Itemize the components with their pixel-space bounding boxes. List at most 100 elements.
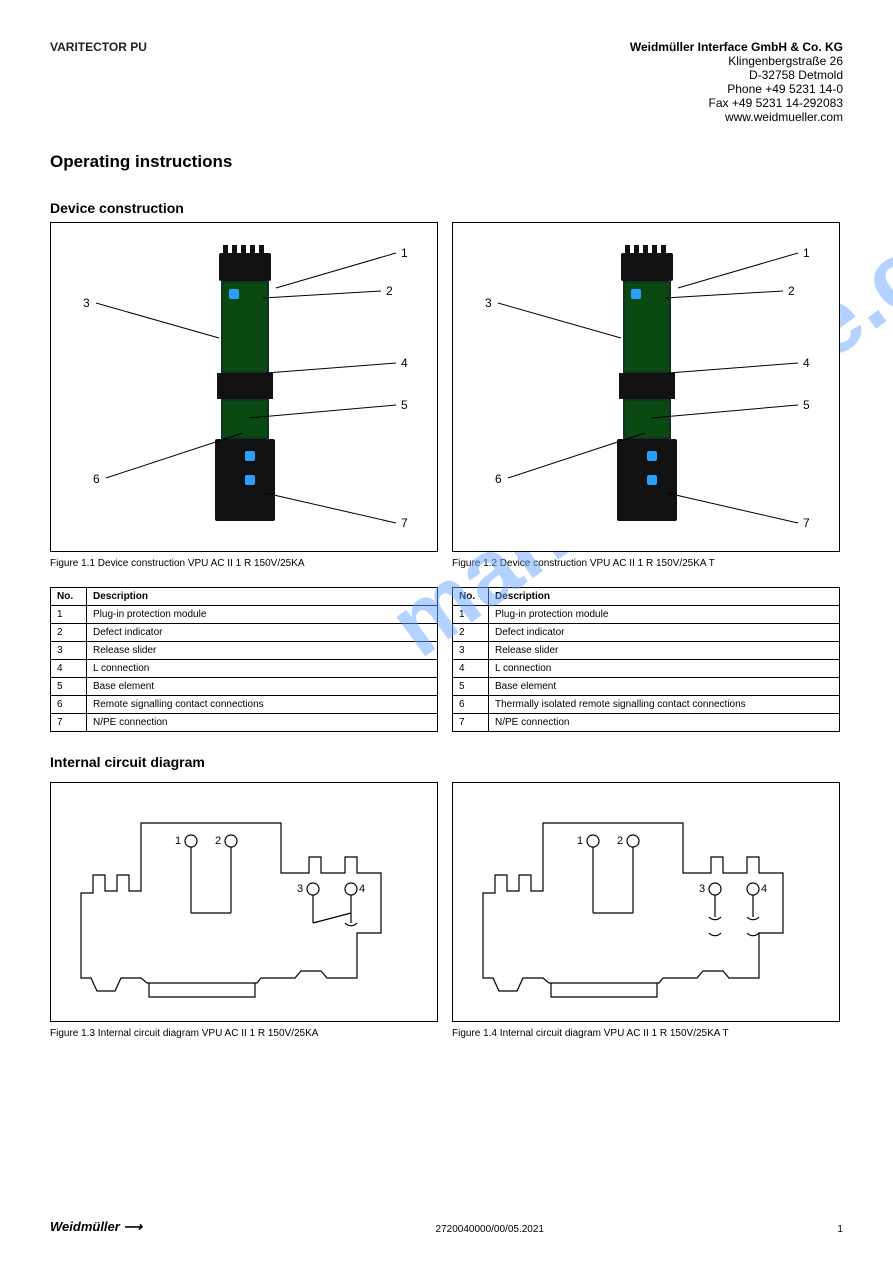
fax: Fax +49 5231 14-292083 [630,96,843,110]
table-row: 4L connection [453,660,840,678]
table-cell: Remote signalling contact connections [87,696,438,714]
section-device-construction: Device construction [50,200,843,216]
page-title: Operating instructions [50,152,843,172]
address-line-1: Klingenbergstraße 26 [630,54,843,68]
lead-4: 4 [401,356,408,370]
table-row: 5Base element [453,678,840,696]
table-cell: Defect indicator [87,624,438,642]
table-cell: 7 [51,714,87,732]
table-row: 7N/PE connection [453,714,840,732]
lead-6: 6 [93,472,100,486]
node-3: 3 [297,883,303,895]
table-cell: Release slider [489,642,840,660]
table-cell: 1 [453,606,489,624]
node-2: 2 [215,835,221,847]
table-cell: 4 [51,660,87,678]
leader-lines: 1 2 3 4 5 6 7 [51,223,438,552]
figure-1-1-caption: Figure 1.1 Device construction VPU AC II… [50,558,438,569]
node-4: 4 [761,883,767,895]
table-row: 6Thermally isolated remote signalling co… [453,696,840,714]
figure-1-3: 1 2 3 4 [50,782,438,1022]
page-footer: Weidmüller ⟶ 2720040000/00/05.2021 1 [50,1219,843,1235]
lead-4: 4 [803,356,810,370]
phone: Phone +49 5231 14-0 [630,82,843,96]
table-cell: 6 [51,696,87,714]
figure-1-2-caption: Figure 1.2 Device construction VPU AC II… [452,558,840,569]
schematic-captions: Figure 1.3 Internal circuit diagram VPU … [50,1028,843,1039]
tables-row: No. Description 1Plug-in protection modu… [50,587,843,732]
footer-logo: Weidmüller ⟶ [50,1219,142,1235]
table-row: 4L connection [51,660,438,678]
lead-7: 7 [803,516,810,530]
figure-1-2: 1 2 3 4 5 6 7 [452,222,840,552]
table-row: 1Plug-in protection module [453,606,840,624]
table-cell: 4 [453,660,489,678]
table-row: 3Release slider [51,642,438,660]
table-cell: Thermally isolated remote signalling con… [489,696,840,714]
table-cell: 5 [453,678,489,696]
table-cell: 3 [453,642,489,660]
figures-row: 1 2 3 4 5 6 7 1 [50,222,843,552]
node-1: 1 [175,835,181,847]
figure-1-1: 1 2 3 4 5 6 7 [50,222,438,552]
company-name: Weidmüller Interface GmbH & Co. KG [630,40,843,54]
table-cell: N/PE connection [489,714,840,732]
page-header: VARITECTOR PU Weidmüller Interface GmbH … [50,40,843,124]
th-no: No. [453,588,489,606]
table-row: 5Base element [51,678,438,696]
table-cell: 6 [453,696,489,714]
table-cell: 2 [453,624,489,642]
lead-2: 2 [788,284,795,298]
table-cell: L connection [87,660,438,678]
table-cell: Base element [489,678,840,696]
figure-1-4: 1 2 3 4 [452,782,840,1022]
schematic-1-svg: 1 2 3 4 [51,783,439,1023]
table-cell: 7 [453,714,489,732]
table-row: 6Remote signalling contact connections [51,696,438,714]
lead-1: 1 [803,246,810,260]
table-2: No. Description 1Plug-in protection modu… [452,587,840,732]
footer-docid: 2720040000/00/05.2021 [436,1224,544,1235]
lead-6: 6 [495,472,502,486]
schematic-2-svg: 1 2 3 4 [453,783,841,1023]
figure-1-4-caption: Figure 1.4 Internal circuit diagram VPU … [452,1028,840,1039]
table-cell: L connection [489,660,840,678]
table-cell: Base element [87,678,438,696]
lead-3: 3 [485,296,492,310]
company-block: Weidmüller Interface GmbH & Co. KG Kling… [630,40,843,124]
th-desc: Description [489,588,840,606]
lead-2: 2 [386,284,393,298]
figure-captions: Figure 1.1 Device construction VPU AC II… [50,558,843,569]
table-cell: Defect indicator [489,624,840,642]
node-3: 3 [699,883,705,895]
table-cell: Plug-in protection module [87,606,438,624]
node-1: 1 [577,835,583,847]
leader-lines: 1 2 3 4 5 6 7 [453,223,840,552]
lead-3: 3 [83,296,90,310]
table-cell: N/PE connection [87,714,438,732]
table-cell: 1 [51,606,87,624]
table-cell: 3 [51,642,87,660]
th-desc: Description [87,588,438,606]
th-no: No. [51,588,87,606]
node-4: 4 [359,883,365,895]
footer-page: 1 [837,1224,843,1235]
lead-7: 7 [401,516,408,530]
address-line-2: D-32758 Detmold [630,68,843,82]
product-name: VARITECTOR PU [50,40,147,124]
table-row: 1Plug-in protection module [51,606,438,624]
table-cell: 2 [51,624,87,642]
table-cell: Release slider [87,642,438,660]
table-row: 3Release slider [453,642,840,660]
table-row: 2Defect indicator [453,624,840,642]
lead-5: 5 [803,398,810,412]
section-circuit-diagram: Internal circuit diagram [50,754,843,770]
lead-1: 1 [401,246,408,260]
website: www.weidmueller.com [630,110,843,124]
table-row: 2Defect indicator [51,624,438,642]
figure-1-3-caption: Figure 1.3 Internal circuit diagram VPU … [50,1028,438,1039]
lead-5: 5 [401,398,408,412]
table-row: 7N/PE connection [51,714,438,732]
table-cell: 5 [51,678,87,696]
node-2: 2 [617,835,623,847]
